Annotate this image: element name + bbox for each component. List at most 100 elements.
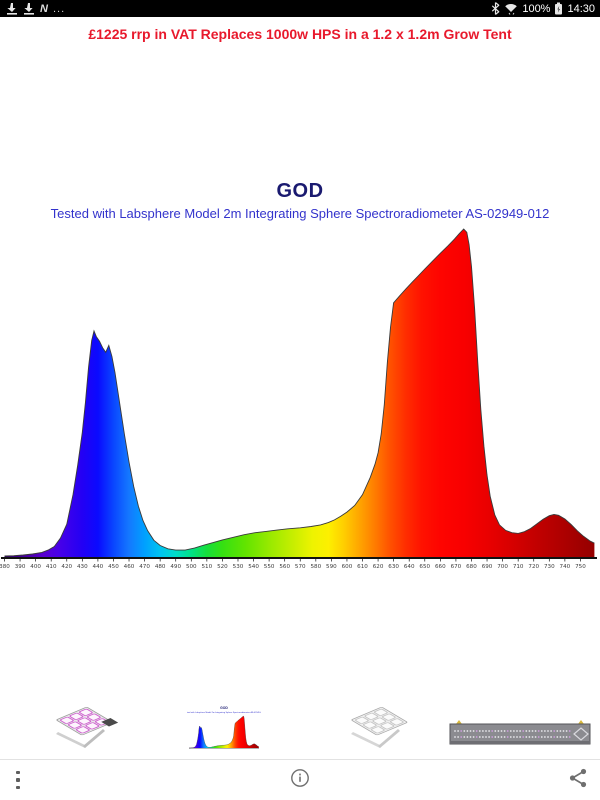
promo-headline: £1225 rrp in VAT Replaces 1000w HPS in a…	[88, 26, 512, 42]
led-dot	[528, 730, 531, 732]
led-dot	[534, 730, 537, 732]
x-tick-label: 550	[264, 564, 275, 570]
led-panel-plain-thumbnail[interactable]	[338, 700, 414, 756]
battery-icon	[555, 2, 563, 15]
led-dot	[556, 736, 559, 738]
led-dot	[513, 736, 515, 738]
x-tick-label: 430	[77, 564, 88, 570]
spectrum-chart: 380 390 400 410 420 430 440 450 460 470 480 490 500 5…	[0, 228, 597, 570]
x-tick-label: 720	[528, 564, 539, 570]
led-bar-fixture-thumbnail[interactable]	[448, 718, 592, 750]
led-dot	[482, 736, 484, 738]
led-dot	[494, 736, 497, 738]
x-tick-label: 410	[46, 564, 57, 570]
thumbnail-strip: GOD Tested with Labsphere Model 2m Integr…	[0, 694, 600, 758]
more-notifications-indicator: ...	[52, 2, 66, 15]
x-tick-label: 610	[357, 564, 368, 570]
led-dot	[478, 730, 481, 732]
x-tick-label: 480	[155, 564, 166, 570]
x-tick-label: 740	[560, 564, 571, 570]
led-dot	[544, 736, 546, 738]
x-tick-label: 520	[217, 564, 228, 570]
led-dot	[559, 736, 562, 738]
share-icon[interactable]	[569, 768, 588, 793]
led-dot	[457, 730, 459, 732]
led-dot	[485, 730, 487, 732]
led-dot	[519, 730, 521, 732]
x-tick-label: 700	[497, 564, 508, 570]
led-dot	[500, 730, 503, 732]
x-tick-label: 630	[388, 564, 399, 570]
led-dot	[562, 736, 565, 738]
led-dot	[544, 730, 546, 732]
spectrum-area	[189, 716, 259, 748]
led-dot	[503, 730, 506, 732]
led-dot	[525, 730, 528, 732]
info-icon[interactable]	[290, 768, 310, 793]
led-dot	[472, 736, 475, 738]
led-dot	[516, 730, 518, 732]
led-dot	[497, 736, 500, 738]
led-dot	[460, 736, 463, 738]
led-dot	[475, 730, 478, 732]
x-tick-label: 750	[575, 564, 586, 570]
led-dot	[506, 730, 509, 732]
led-dot	[553, 736, 556, 738]
download-icon	[7, 3, 17, 15]
kebab-menu-icon[interactable]	[12, 767, 32, 794]
led-dot	[485, 736, 487, 738]
download-icon	[24, 3, 34, 15]
x-tick-label: 460	[124, 564, 135, 570]
x-tick-label: 560	[279, 564, 290, 570]
led-dot	[562, 730, 565, 732]
led-dot	[531, 736, 534, 738]
led-dot	[550, 730, 552, 732]
x-tick-label: 730	[544, 564, 555, 570]
x-tick-label: 670	[451, 564, 462, 570]
led-dot	[506, 736, 509, 738]
led-dot	[460, 730, 463, 732]
x-tick-label: 530	[233, 564, 244, 570]
x-tick-label: 660	[435, 564, 446, 570]
x-tick-label: 690	[482, 564, 493, 570]
x-tick-label: 570	[295, 564, 306, 570]
nfc-icon: N	[40, 2, 48, 15]
spectrum-outline	[189, 715, 259, 749]
x-tick-label: 620	[373, 564, 384, 570]
status-bar: N ... 100% 14:30	[0, 0, 600, 17]
led-dot	[525, 736, 528, 738]
x-tick-label: 440	[93, 564, 104, 570]
mini-chart-title: GOD	[220, 706, 228, 710]
led-dot	[478, 736, 481, 738]
led-dot	[454, 730, 456, 732]
led-panel-glow-thumbnail[interactable]	[43, 700, 119, 756]
led-dot	[463, 736, 466, 738]
x-tick-label: 420	[61, 564, 72, 570]
led-dot	[534, 736, 537, 738]
x-tick-label: 680	[466, 564, 477, 570]
led-dot	[516, 736, 518, 738]
led-dot	[531, 730, 534, 732]
x-tick-label: 580	[310, 564, 321, 570]
led-dot	[522, 730, 525, 732]
x-tick-label: 400	[30, 564, 41, 570]
x-tick-label: 540	[248, 564, 259, 570]
x-tick-label: 450	[108, 564, 119, 570]
led-dot	[482, 730, 484, 732]
x-tick-label: 600	[342, 564, 353, 570]
x-tick-label: 380	[0, 564, 10, 570]
x-tick-label: 510	[202, 564, 213, 570]
led-dot	[475, 736, 478, 738]
led-dot	[469, 730, 472, 732]
x-tick-label: 590	[326, 564, 337, 570]
x-tick-label: 490	[170, 564, 181, 570]
x-tick-label: 500	[186, 564, 197, 570]
x-tick-label: 470	[139, 564, 150, 570]
led-dot	[559, 730, 562, 732]
led-dot	[494, 730, 497, 732]
led-dot	[513, 730, 515, 732]
led-dot	[466, 730, 469, 732]
spectrum-area	[4, 229, 595, 557]
